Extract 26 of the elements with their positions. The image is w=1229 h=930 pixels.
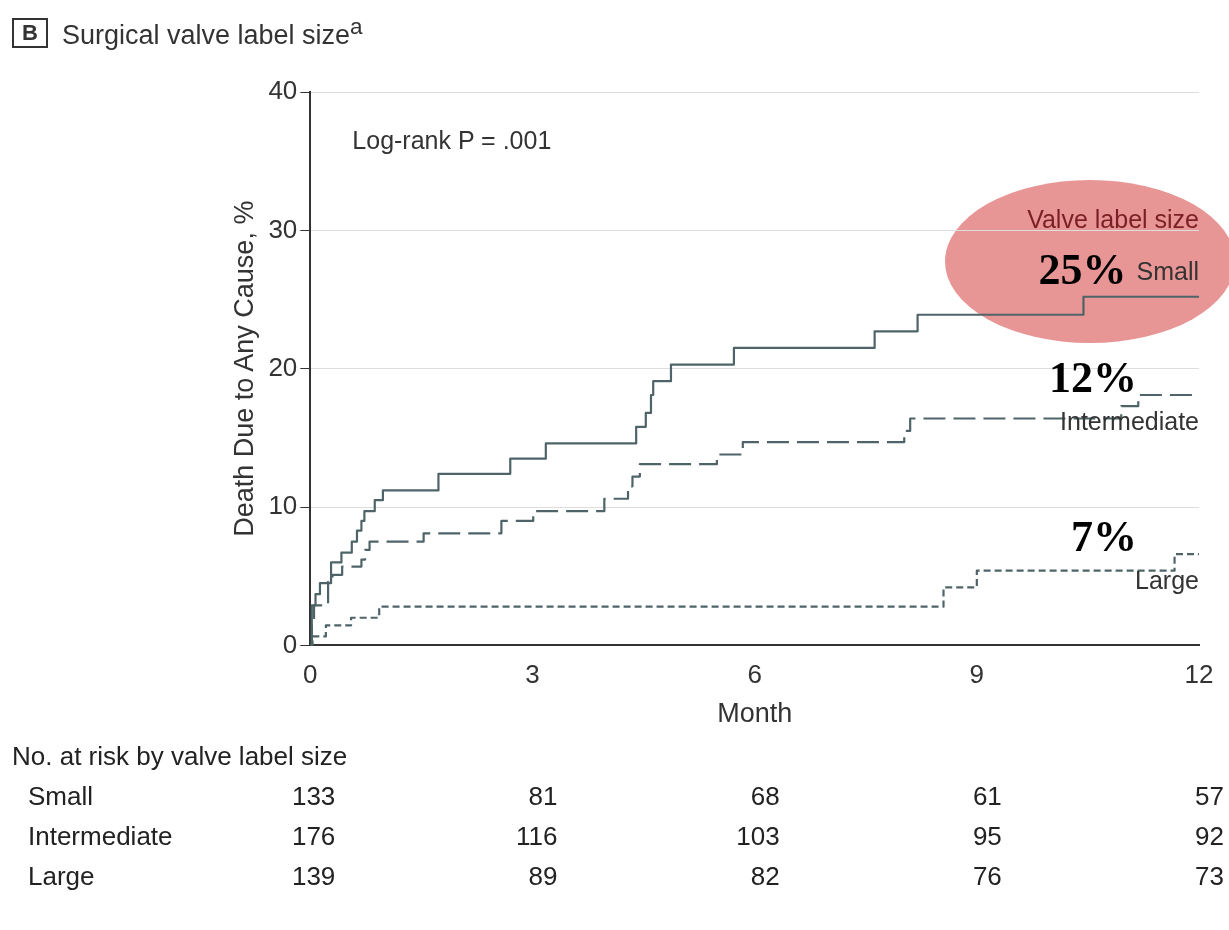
x-tick-label: 3 [525,659,540,690]
x-tick-label: 0 [303,659,318,690]
annotation: Log-rank P = .001 [352,125,552,154]
annotation: 12% [1049,353,1137,403]
series-label: Small [1136,256,1199,285]
text: Small 133 81 68 61 57 [28,781,1224,812]
y-tick-label: 30 [268,213,298,244]
text: No. at risk by valve label size [12,741,348,772]
y-axis-title: Death Due to Any Cause, % [228,200,259,537]
x-tick-label: 6 [747,659,762,690]
x-tick-label: 9 [969,659,985,690]
series-label: Intermediate [1060,406,1199,435]
annotation: 7% [1071,512,1137,562]
text: Large 139 89 82 76 73 [28,861,1224,892]
y-tick-label: 20 [268,351,298,382]
x-tick-label: 12 [1184,659,1214,690]
text: Intermediate 176 116 103 95 92 [28,821,1224,852]
series-label: Large [1135,565,1199,594]
text: B [12,17,48,48]
chart-title: Surgical valve label size$^{a}$ [61,14,363,51]
y-tick-label: 40 [268,75,298,106]
x-axis-title: Month [717,698,793,729]
legend-title: Valve label size [1027,204,1199,233]
y-tick-label: 0 [282,628,298,659]
y-tick-label: 10 [268,490,298,521]
annotation: 25% [1038,245,1127,295]
